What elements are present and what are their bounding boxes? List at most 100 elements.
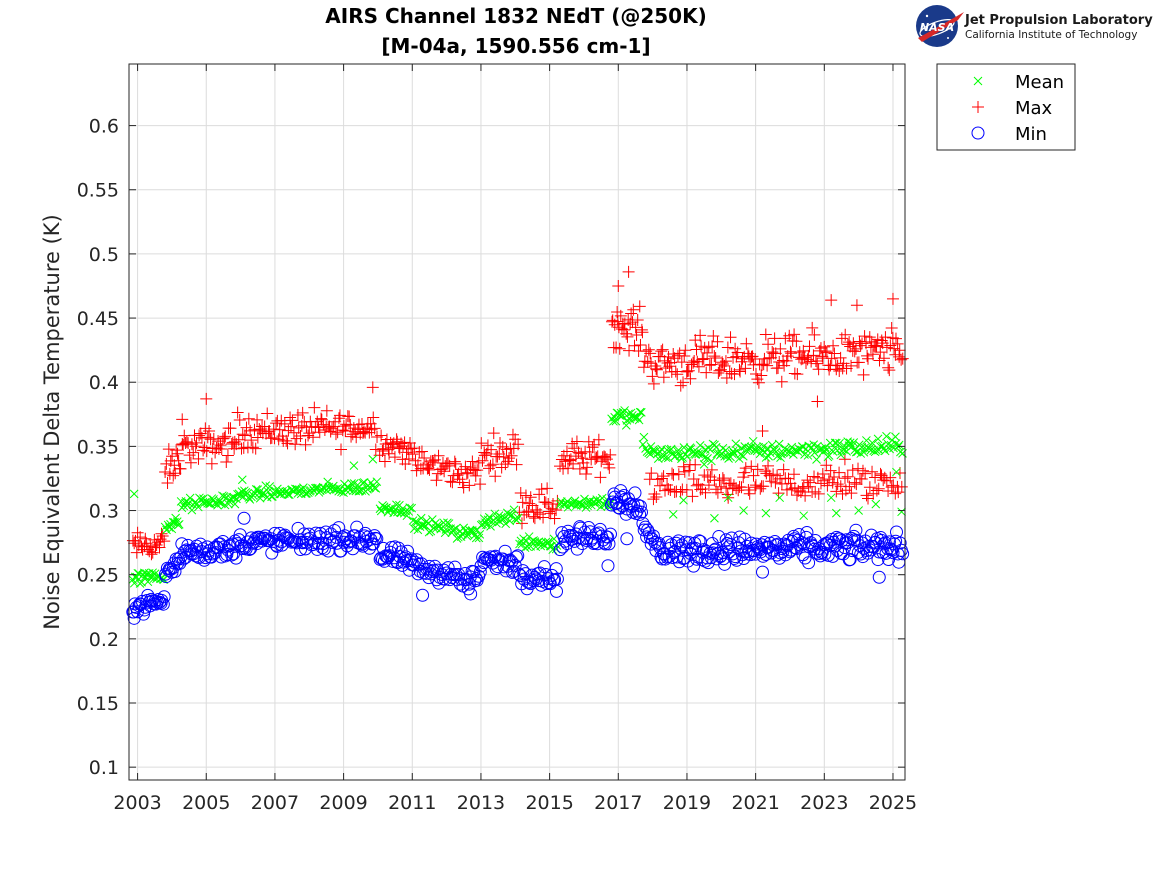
data-point-min (157, 590, 171, 604)
data-point-max (650, 362, 663, 375)
data-point-max (855, 473, 868, 486)
data-point-max (762, 459, 775, 472)
data-point-max (308, 401, 321, 414)
data-point-max (785, 482, 798, 495)
data-point-max (592, 433, 605, 446)
data-point-max (831, 478, 844, 491)
data-point-max (550, 503, 563, 516)
data-point-max (459, 460, 472, 473)
data-point-min (508, 558, 522, 572)
data-point-max (453, 473, 466, 486)
data-point-max (825, 352, 838, 365)
legend: Mean Max Min (936, 63, 1076, 151)
data-point-min (634, 505, 648, 519)
data-point-max (624, 318, 637, 331)
data-point-max (739, 362, 752, 375)
data-point-max (317, 418, 330, 431)
data-point-max (719, 355, 732, 368)
data-point-mean (849, 438, 859, 447)
data-point-max (809, 355, 822, 368)
data-point-max (821, 479, 834, 492)
data-point-min (506, 565, 520, 579)
data-point-max (682, 364, 695, 377)
data-point-mean (230, 499, 240, 509)
data-point-max (432, 449, 445, 462)
y-tick-label: 0.6 (89, 116, 119, 138)
data-point-max (377, 442, 390, 455)
data-point-max (775, 375, 788, 388)
data-point-min (220, 548, 234, 562)
y-tick-label: 0.45 (77, 308, 119, 330)
data-point-max (294, 430, 307, 443)
data-point-max (687, 472, 700, 485)
data-point-max (814, 477, 827, 490)
data-point-mean (844, 441, 854, 451)
data-point-max (560, 445, 573, 458)
data-point-max (226, 436, 239, 449)
data-point-max (837, 357, 850, 370)
data-point-min (127, 611, 141, 625)
data-point-max (841, 338, 854, 351)
data-point-mean (179, 501, 189, 511)
data-point-mean (836, 450, 846, 460)
data-point-min (601, 530, 615, 544)
data-point-max (771, 469, 784, 482)
data-point-mean (820, 442, 830, 452)
data-point-mean (611, 416, 621, 426)
data-point-max (711, 486, 724, 499)
data-point-min (718, 557, 732, 571)
data-point-max (516, 496, 529, 509)
data-point-max (231, 406, 244, 419)
data-point-max (523, 497, 536, 510)
data-point-max (811, 357, 824, 370)
data-point-max (510, 458, 523, 471)
data-point-max (772, 361, 785, 374)
data-point-max (724, 477, 737, 490)
data-point-max (156, 530, 169, 543)
data-point-max (698, 469, 711, 482)
data-point-max (641, 355, 654, 368)
data-point-min (469, 572, 483, 586)
data-point-max (677, 376, 690, 389)
data-point-max (826, 476, 839, 489)
data-point-max (238, 429, 251, 442)
data-point-max (184, 456, 197, 469)
data-point-max (324, 425, 337, 438)
data-point-mean (616, 408, 626, 418)
data-point-mean (746, 444, 755, 454)
data-point-min (601, 559, 615, 573)
data-point-mean (694, 449, 703, 459)
data-point-mean (867, 438, 877, 448)
data-point-max (721, 341, 734, 354)
data-point-max (758, 352, 771, 365)
data-point-max (684, 372, 697, 385)
data-point-mean (545, 541, 555, 551)
data-point-mean (832, 438, 841, 448)
data-point-max (158, 535, 171, 548)
data-point-mean (776, 453, 785, 462)
data-point-max (580, 468, 593, 480)
data-point-max (811, 395, 824, 408)
data-point-max (655, 345, 668, 358)
data-point-max (812, 363, 825, 376)
data-point-max (680, 483, 693, 496)
data-point-max (833, 466, 846, 479)
data-point-mean (419, 521, 428, 530)
data-point-min (780, 539, 794, 553)
data-point-max (581, 461, 594, 474)
data-point-min (628, 486, 642, 500)
data-point-max (694, 329, 707, 342)
data-point-max (524, 491, 537, 504)
data-point-max (689, 334, 702, 347)
data-point-max (749, 481, 762, 494)
y-tick-label: 0.3 (89, 501, 119, 523)
data-point-max (846, 464, 859, 477)
data-point-max (192, 452, 205, 465)
data-point-max (680, 365, 693, 378)
plot-area (129, 64, 905, 780)
data-point-max (270, 417, 283, 430)
data-point-mean (633, 413, 642, 422)
data-point-max (352, 418, 365, 431)
data-point-mean (889, 443, 898, 453)
data-point-min (732, 536, 746, 550)
